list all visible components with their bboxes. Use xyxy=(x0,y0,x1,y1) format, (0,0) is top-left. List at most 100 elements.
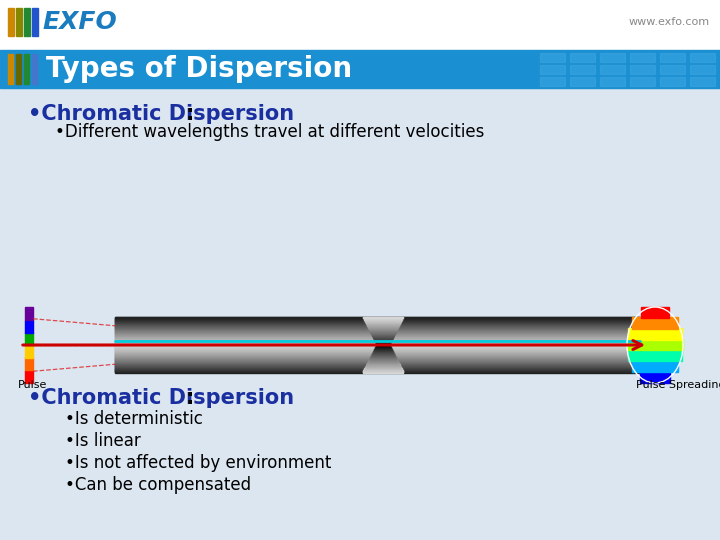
Bar xyxy=(115,348,640,349)
Text: •Chromatic Dispersion: •Chromatic Dispersion xyxy=(28,104,294,124)
Bar xyxy=(115,351,640,352)
Bar xyxy=(115,362,640,363)
Bar xyxy=(115,325,640,326)
Bar xyxy=(372,355,395,356)
Bar xyxy=(24,54,29,84)
Bar xyxy=(115,330,640,331)
Bar xyxy=(115,357,640,359)
Bar xyxy=(377,345,390,346)
Text: •Chromatic Dispersion: •Chromatic Dispersion xyxy=(28,388,294,408)
Bar xyxy=(115,363,640,364)
Bar xyxy=(115,322,640,323)
Bar xyxy=(115,364,640,365)
Bar xyxy=(115,347,640,348)
Bar xyxy=(115,339,640,340)
Bar xyxy=(368,362,398,363)
Bar xyxy=(365,320,401,321)
Bar xyxy=(115,353,640,354)
Bar xyxy=(115,316,640,318)
Bar xyxy=(371,332,395,333)
Bar xyxy=(8,54,13,84)
Bar xyxy=(374,339,392,340)
Bar xyxy=(115,336,640,337)
Bar xyxy=(115,327,640,328)
Bar xyxy=(377,343,390,344)
Text: :: : xyxy=(186,104,194,124)
Bar xyxy=(366,365,400,367)
Bar xyxy=(375,340,391,341)
Bar xyxy=(25,332,33,345)
Bar xyxy=(376,346,390,347)
Bar xyxy=(115,354,640,355)
Bar xyxy=(377,344,390,346)
Bar xyxy=(368,362,398,363)
Bar xyxy=(115,364,640,366)
Bar xyxy=(25,307,33,320)
Bar xyxy=(115,328,640,329)
Bar xyxy=(627,339,683,350)
Bar xyxy=(115,333,640,334)
Bar xyxy=(115,362,640,363)
Bar xyxy=(372,355,395,356)
Bar xyxy=(115,353,640,355)
Bar xyxy=(115,337,640,338)
Bar xyxy=(372,353,393,354)
Bar xyxy=(366,321,400,322)
Bar xyxy=(363,371,403,373)
Bar xyxy=(115,332,640,333)
Bar xyxy=(370,357,396,359)
Bar xyxy=(115,343,640,344)
Bar xyxy=(115,345,640,346)
Bar xyxy=(115,321,640,322)
Bar xyxy=(366,323,400,325)
Bar xyxy=(366,323,400,325)
Bar xyxy=(115,344,640,346)
Bar xyxy=(32,8,38,36)
Bar xyxy=(115,346,640,347)
Bar xyxy=(372,335,394,336)
Bar xyxy=(377,343,390,345)
Bar xyxy=(25,345,33,357)
Bar xyxy=(376,341,390,343)
Bar xyxy=(115,319,640,320)
Bar xyxy=(660,53,685,62)
Bar xyxy=(364,369,402,370)
Bar xyxy=(115,361,640,362)
Bar xyxy=(377,344,389,345)
Text: :: : xyxy=(186,388,194,408)
Bar xyxy=(115,341,640,342)
Bar xyxy=(369,329,397,330)
Bar xyxy=(115,327,640,328)
Bar xyxy=(115,326,640,328)
Bar xyxy=(369,360,397,361)
Bar xyxy=(115,350,640,351)
Bar xyxy=(372,354,394,355)
Bar xyxy=(115,340,640,341)
Text: •Is linear: •Is linear xyxy=(65,432,140,450)
Bar xyxy=(115,356,640,358)
Bar xyxy=(377,342,390,343)
Bar xyxy=(368,326,398,328)
Bar xyxy=(374,338,392,339)
Bar xyxy=(115,318,640,319)
Bar xyxy=(660,77,685,86)
Bar xyxy=(374,337,392,338)
Bar xyxy=(374,338,392,339)
Bar xyxy=(369,327,397,328)
Bar xyxy=(374,338,392,340)
Bar xyxy=(0,50,720,88)
Bar xyxy=(632,318,678,329)
Bar xyxy=(367,325,399,326)
Bar xyxy=(115,368,640,370)
Bar xyxy=(369,360,397,361)
Bar xyxy=(369,359,397,360)
Bar xyxy=(600,77,625,86)
Bar xyxy=(374,348,392,349)
Bar xyxy=(366,322,400,323)
Bar xyxy=(369,327,397,328)
Bar xyxy=(364,319,402,320)
Bar xyxy=(115,367,640,368)
Bar xyxy=(25,370,33,382)
Bar xyxy=(115,353,640,354)
Text: EXFO: EXFO xyxy=(42,10,117,34)
